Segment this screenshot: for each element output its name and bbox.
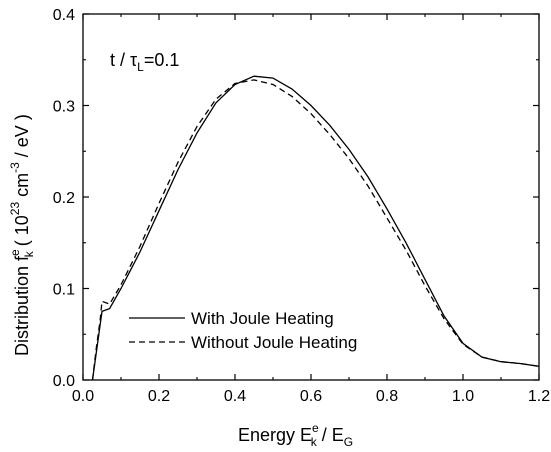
legend-label-without-joule: Without Joule Heating bbox=[191, 333, 357, 352]
x-tick-label: 0.0 bbox=[72, 388, 94, 405]
x-tick-label: 0.2 bbox=[148, 388, 170, 405]
legend-label-with-joule: With Joule Heating bbox=[191, 309, 334, 328]
x-tick-label: 1.2 bbox=[528, 388, 550, 405]
x-tick-label: 0.6 bbox=[300, 388, 322, 405]
y-tick-label: 0.1 bbox=[53, 282, 75, 299]
x-tick-label: 0.8 bbox=[376, 388, 398, 405]
y-axis-label: Distribution fek ( 1023 cm-3 / eV ) bbox=[8, 114, 36, 356]
x-tick-label: 0.4 bbox=[224, 388, 246, 405]
y-tick-label: 0.2 bbox=[53, 190, 75, 207]
x-tick-label: 1.0 bbox=[452, 388, 474, 405]
y-tick-label: 0.0 bbox=[53, 373, 75, 390]
legend: With Joule Heating Without Joule Heating bbox=[129, 309, 357, 352]
y-tick-label: 0.3 bbox=[53, 99, 75, 116]
x-axis-label: Energy Ee k / EG bbox=[238, 421, 353, 449]
y-tick-label: 0.4 bbox=[53, 7, 75, 24]
annotation: t / τL=0.1 bbox=[110, 50, 179, 74]
